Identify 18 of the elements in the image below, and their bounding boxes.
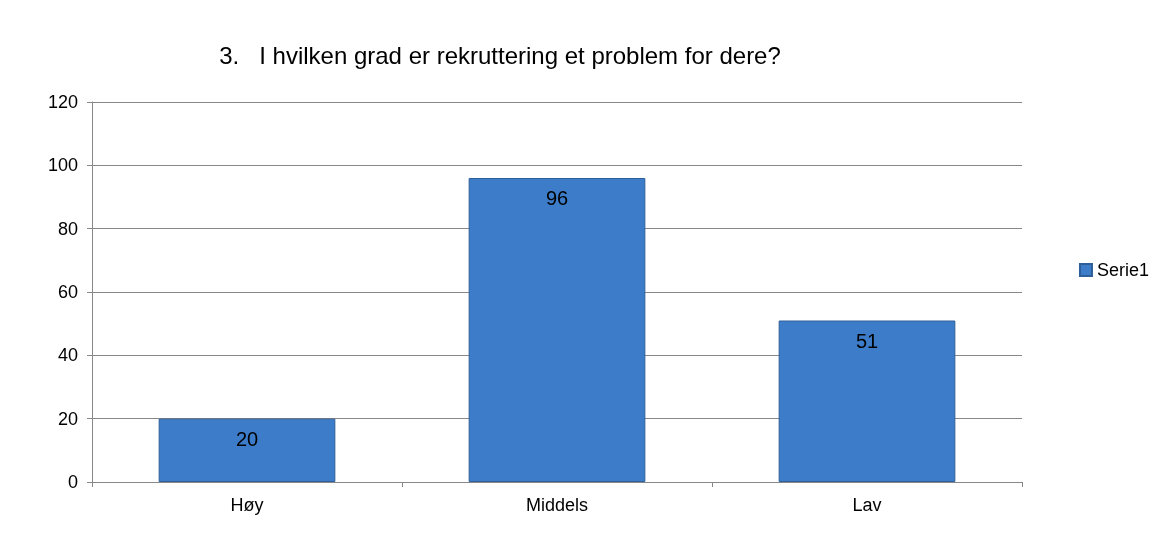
x-tick-label: Lav [852, 495, 882, 515]
y-tick-label: 40 [57, 345, 78, 366]
data-label: 96 [545, 187, 569, 209]
data-label: 51 [855, 329, 879, 352]
bar [158, 418, 336, 482]
x-tick-label: Høy [230, 495, 264, 515]
y-tick-label: 120 [47, 92, 78, 112]
bar [778, 320, 956, 482]
y-tick-label: 100 [47, 155, 78, 176]
legend-label: Serie1 [1096, 260, 1149, 280]
y-tick-label: 80 [57, 218, 78, 239]
y-tick-label: 60 [57, 282, 78, 302]
chart-title: 3. I hvilken grad er rekruttering et problem for dere? [219, 41, 781, 69]
y-tick-label: 20 [57, 408, 78, 429]
bar [468, 178, 646, 482]
x-tick-label: Middels [525, 495, 589, 515]
y-tick-label: 0 [67, 472, 78, 492]
data-label: 20 [235, 427, 259, 450]
